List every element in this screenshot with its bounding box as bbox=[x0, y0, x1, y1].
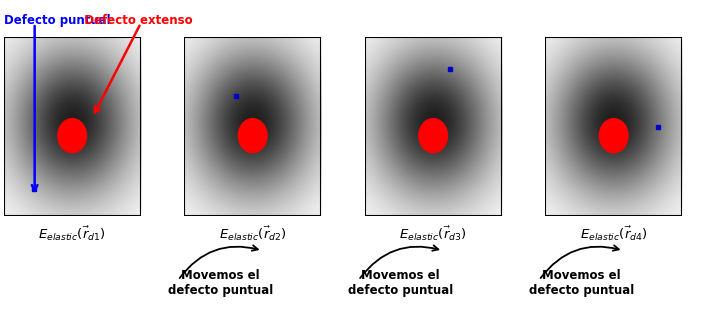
Text: Movemos el
defecto puntual: Movemos el defecto puntual bbox=[168, 269, 273, 297]
FancyArrowPatch shape bbox=[541, 245, 619, 278]
Text: Defecto puntual: Defecto puntual bbox=[4, 14, 110, 27]
Text: $E_{elastic}(\vec{r}_{d4})$: $E_{elastic}(\vec{r}_{d4})$ bbox=[580, 224, 648, 243]
Ellipse shape bbox=[58, 119, 87, 153]
FancyArrowPatch shape bbox=[360, 245, 438, 278]
Text: $E_{elastic}(\vec{r}_{d2})$: $E_{elastic}(\vec{r}_{d2})$ bbox=[219, 224, 287, 243]
Ellipse shape bbox=[599, 119, 628, 153]
Text: $E_{elastic}(\vec{r}_{d3})$: $E_{elastic}(\vec{r}_{d3})$ bbox=[399, 224, 467, 243]
Ellipse shape bbox=[238, 119, 267, 153]
Text: $E_{elastic}(\vec{r}_{d1})$: $E_{elastic}(\vec{r}_{d1})$ bbox=[38, 224, 106, 243]
Ellipse shape bbox=[419, 119, 448, 153]
Text: Defecto extenso: Defecto extenso bbox=[76, 14, 193, 27]
Text: Movemos el
defecto puntual: Movemos el defecto puntual bbox=[348, 269, 453, 297]
Text: Movemos el
defecto puntual: Movemos el defecto puntual bbox=[529, 269, 634, 297]
FancyArrowPatch shape bbox=[180, 245, 258, 278]
